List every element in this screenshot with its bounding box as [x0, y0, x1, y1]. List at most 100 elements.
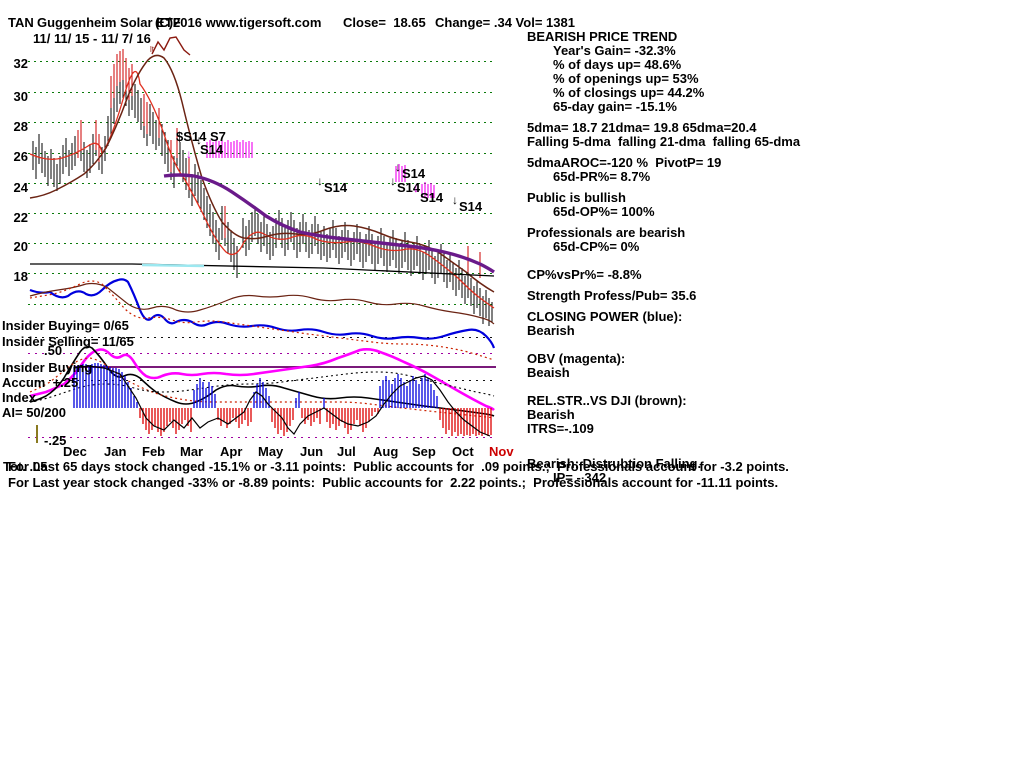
footer-65day-summary: For Last 65 days stock changed -15.1% or… — [8, 459, 789, 474]
rel-strength-title: REL.STR..VS DJI (brown): — [527, 393, 687, 408]
signal-arrow-down-icon-5: ↓ — [452, 193, 458, 207]
gridline-32 — [28, 61, 496, 62]
x-tick-nov: Nov — [489, 444, 514, 459]
gridline-28 — [28, 122, 496, 123]
change-volume: Change= .34 Vol= 1381 — [435, 15, 575, 30]
spacer-5 — [527, 254, 997, 261]
gridline-cp-mid — [28, 337, 496, 338]
insider-accum-histogram — [73, 363, 492, 437]
x-tick-dec: Dec — [63, 444, 87, 459]
trend-title: BEARISH PRICE TREND — [527, 29, 678, 44]
closing-power-state: Bearish — [527, 323, 575, 338]
dma-values: 5dma= 18.7 21dma= 19.8 65dma=20.4 — [527, 120, 757, 135]
insider-sell-block-2 — [395, 164, 435, 198]
signal-s14-2: S14 — [200, 142, 224, 157]
ticker-symbol: TAN — [8, 15, 34, 30]
x-tick-mar: Mar — [180, 444, 204, 459]
ai-bars-positive — [73, 363, 438, 408]
closings-up: % of closings up= 44.2% — [553, 85, 705, 100]
footer-year-summary: For Last year stock changed -33% or -8.8… — [8, 475, 779, 490]
days-up: % of days up= 48.6% — [553, 57, 682, 72]
x-tick-apr: Apr — [220, 444, 243, 459]
dma-falling: Falling 5-dma falling 21-dma falling 65-… — [527, 134, 801, 149]
x-tick-jan: Jan — [104, 444, 127, 459]
gridline-obv-zero — [28, 353, 496, 354]
close-price: Close= 18.65 — [343, 15, 426, 30]
y-tick-18: 18 — [13, 269, 28, 284]
obv-title: OBV (magenta): — [527, 351, 626, 366]
signal-arrow-down-icon-4: ↓ — [390, 174, 396, 188]
ai-label-line1: Insider Buying — [2, 360, 93, 375]
signal-arrow-down-icon-3: ↓ — [395, 160, 401, 174]
gridline-ai-025 — [28, 380, 496, 381]
ma-65day-line — [163, 173, 495, 274]
aroc-pivot: 5dmaAROC=-120 % PivotP= 19 — [527, 155, 722, 170]
support-trendline — [30, 263, 495, 277]
strength-ratio: Strength Profess/Pub= 35.6 — [527, 288, 697, 303]
y-tick-32: 32 — [13, 56, 28, 71]
gridline-18 — [28, 273, 496, 274]
obv-line — [29, 348, 495, 411]
gridline-ai-neg025 — [28, 437, 496, 438]
cp-vs-pr: CP%vsPr%= -8.8% — [527, 267, 642, 282]
x-tick-jun: Jun — [300, 444, 324, 459]
insider-sell-block — [206, 139, 253, 158]
obv-dotted-red — [29, 357, 495, 419]
distribution-state: Bearish: Distrubtion Falling. — [527, 456, 702, 471]
spacer-14 — [527, 443, 997, 450]
op-65day: 65d-OP%= 100% — [553, 204, 655, 219]
gridline-24 — [28, 183, 496, 184]
signal-arrow-magenta-icon-2: ↓ — [413, 181, 419, 195]
x-tick-jul: Jul — [337, 444, 356, 459]
ohlc-bars-up — [77, 49, 481, 278]
price-series-svg — [29, 49, 496, 419]
public-state: Public is bullish — [527, 190, 626, 205]
ai-index-line — [73, 365, 491, 437]
ai-upper-bound-line — [74, 366, 496, 368]
signal-s14-4: S14 — [402, 166, 426, 181]
y-tick-26: 26 — [13, 149, 28, 164]
cyan-highlight-segment — [141, 263, 205, 268]
spacer-9 — [527, 338, 997, 345]
footer-overlay-total: Tot. .05 — [3, 459, 48, 474]
y-tick-28: 28 — [13, 119, 28, 134]
x-tick-oct: Oct — [452, 444, 474, 459]
svg-text:lt: lt — [150, 45, 155, 54]
security-name: Guggenheim Solar ETF — [37, 15, 181, 30]
gridline-16 — [28, 304, 496, 305]
spacer-11 — [527, 380, 997, 387]
signal-s14-s7: $S14 S7 — [176, 129, 226, 144]
closing-power-title: CLOSING POWER (blue): — [527, 309, 683, 324]
obv-tick-050: .50 — [44, 343, 63, 358]
date-range: 11/ 11/ 15 - 11/ 7/ 16 — [33, 31, 151, 46]
signal-s14-7: S14 — [459, 199, 483, 214]
ai-bars-negative — [139, 408, 492, 436]
y-tick-30: 30 — [13, 89, 28, 104]
ai-label-line2: Accum +.25 — [2, 375, 79, 390]
price-chart-plot[interactable]: $S14 S7 ↓ S14 ↓ ↓ S14 ↓ S14 ↓ S14 ↓ S14 … — [28, 46, 496, 438]
insider-selling-count: Insider Selling= 11/65 — [2, 334, 134, 349]
professional-state: Professionals are bearish — [527, 225, 686, 240]
copyright-notice: (C)2016 www.tigersoft.com — [155, 15, 322, 30]
annotation-squiggle-icon: lt — [150, 36, 191, 56]
closing-power-line — [29, 278, 496, 349]
x-tick-feb: Feb — [142, 444, 166, 459]
ai-tick-neg025: -.25 — [44, 433, 67, 448]
signal-arrow-magenta-icon-1: ↓ — [186, 147, 192, 161]
y-tick-20: 20 — [13, 239, 28, 254]
signal-arrow-down-icon-1: ↓ — [196, 133, 202, 147]
gridline-30 — [28, 92, 496, 93]
signal-s14-6: S14 — [420, 190, 444, 205]
gridline-26 — [28, 153, 496, 154]
y-tick-22: 22 — [13, 210, 28, 225]
pr-65day: 65d-PR%= 8.7% — [553, 169, 651, 184]
x-tick-sep: Sep — [412, 444, 436, 459]
gain-65day: 65-day gain= -15.1% — [553, 99, 677, 114]
spacer-13 — [527, 436, 997, 443]
signal-s14-5: S14 — [397, 180, 421, 195]
ip-value: IP= -.342 — [553, 470, 607, 485]
rel-strength-state: Bearish — [527, 407, 575, 422]
openings-up: % of openings up= 53% — [553, 71, 699, 86]
cp-65day: 65d-CP%= 0% — [553, 239, 640, 254]
